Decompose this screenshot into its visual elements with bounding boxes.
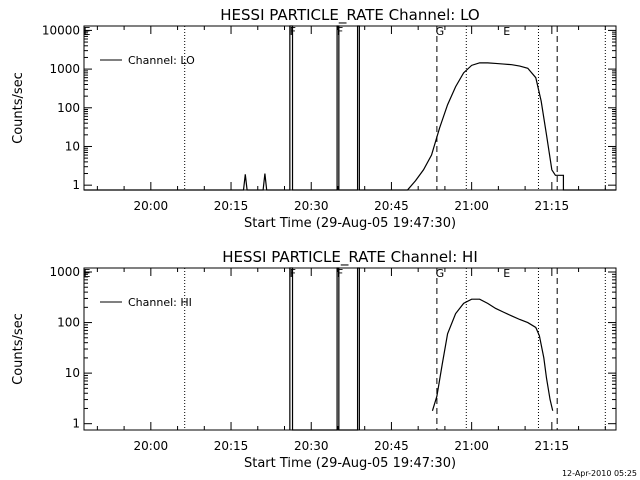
panel-lo-flag-0: E bbox=[84, 25, 91, 38]
panel-lo-ylabel: Counts/sec bbox=[11, 72, 26, 144]
panel-hi-ytick-label-100: 100 bbox=[57, 316, 80, 330]
panel-lo-xtick-label-21:15: 21:15 bbox=[535, 199, 570, 213]
panel-hi: HESSI PARTICLE_RATE Channel: HI Start Ti… bbox=[11, 248, 617, 471]
panel-hi-xtick-label-21:15: 21:15 bbox=[535, 439, 570, 453]
panel-hi-legend-label: Channel: HI bbox=[128, 296, 192, 309]
panel-lo-xtick-label-21:00: 21:00 bbox=[454, 199, 489, 213]
footer-timestamp: 12-Apr-2010 05:25 bbox=[562, 469, 637, 478]
panel-lo-marks: 1 10 100 1000 10000 20:00 20:15 20:30 20:45 21:00… bbox=[42, 23, 617, 213]
panel-lo-legend: Channel: LO bbox=[100, 54, 195, 67]
panel-hi-series-1 bbox=[431, 298, 554, 411]
panel-hi-xtick-label-20:00: 20:00 bbox=[134, 439, 169, 453]
panel-hi-flag-1: F bbox=[290, 267, 296, 280]
panel-lo-ytick-label-10: 10 bbox=[65, 139, 80, 153]
panel-lo-ytick-label-1000: 1000 bbox=[49, 62, 80, 76]
panel-lo-flag-2: F bbox=[337, 25, 343, 38]
panel-lo-xtick-label-20:15: 20:15 bbox=[214, 199, 249, 213]
panel-lo-flag-1: F bbox=[290, 25, 296, 38]
panel-hi-ytick-label-1: 1 bbox=[72, 417, 80, 431]
panel-hi-flag-3: G bbox=[436, 267, 445, 280]
panel-hi-xtick-label-21:00: 21:00 bbox=[454, 439, 489, 453]
panel-lo-ytick-label-100: 100 bbox=[57, 101, 80, 115]
panel-hi-xtick-label-20:15: 20:15 bbox=[214, 439, 249, 453]
panel-hi-ylabel: Counts/sec bbox=[11, 313, 26, 385]
panel-hi-xtick-label-20:45: 20:45 bbox=[374, 439, 409, 453]
panel-lo-flag-3: G bbox=[436, 25, 445, 38]
panel-hi-flag-0: E bbox=[84, 267, 91, 280]
panel-lo-flag-4: E bbox=[503, 25, 510, 38]
panel-hi-legend: Channel: HI bbox=[100, 296, 192, 309]
panel-lo-series-0 bbox=[84, 25, 616, 191]
panel-hi-title: HESSI PARTICLE_RATE Channel: HI bbox=[222, 248, 478, 267]
panel-lo-xtick-label-20:30: 20:30 bbox=[294, 199, 329, 213]
panel-hi-ytick-label-1000: 1000 bbox=[49, 265, 80, 279]
panel-hi-ytick-label-10: 10 bbox=[65, 366, 80, 380]
panel-hi-flag-4: E bbox=[503, 267, 510, 280]
panel-lo: HESSI PARTICLE_RATE Channel: LO Start Ti… bbox=[11, 6, 617, 231]
panel-lo-ytick-label-1: 1 bbox=[72, 178, 80, 192]
panel-hi-xlabel: Start Time (29-Aug-05 19:47:30) bbox=[244, 456, 456, 471]
panel-hi-series-0 bbox=[289, 267, 360, 431]
panel-hi-marks: 1 10 100 1000 20:00 20:15 20:30 20:45 21:00 21:15… bbox=[49, 265, 617, 453]
panel-hi-xtick-label-20:30: 20:30 bbox=[294, 439, 329, 453]
panel-lo-legend-label: Channel: LO bbox=[128, 54, 195, 67]
panel-hi-flag-2: F bbox=[337, 267, 343, 280]
panel-lo-xtick-label-20:45: 20:45 bbox=[374, 199, 409, 213]
panel-lo-xlabel: Start Time (29-Aug-05 19:47:30) bbox=[244, 216, 456, 231]
panel-lo-ytick-label-10000: 10000 bbox=[42, 23, 80, 37]
panel-lo-xtick-label-20:00: 20:00 bbox=[134, 199, 169, 213]
panel-lo-title: HESSI PARTICLE_RATE Channel: LO bbox=[220, 6, 479, 25]
